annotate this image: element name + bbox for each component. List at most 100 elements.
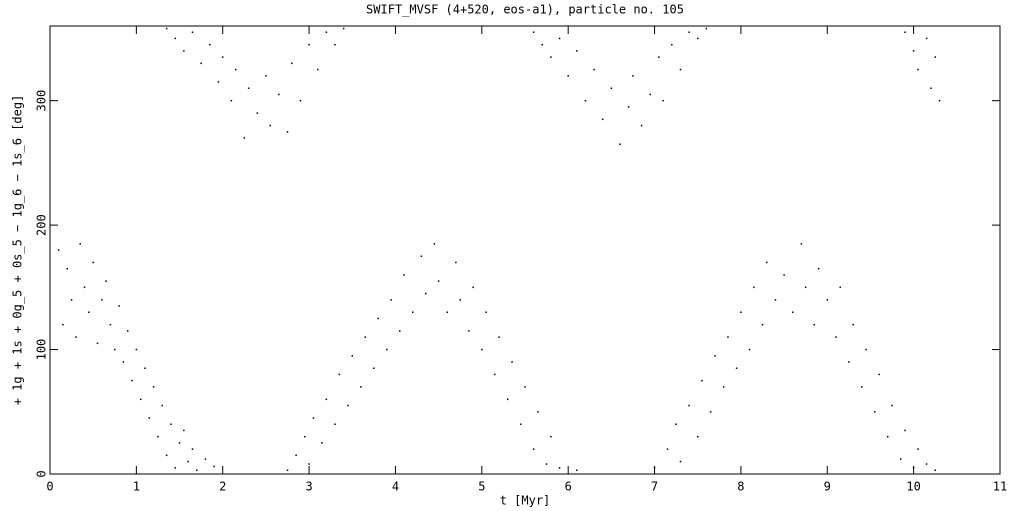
point <box>83 286 86 289</box>
x-tick-label: 5 <box>478 480 485 494</box>
point <box>576 469 578 472</box>
x-tick-label: 10 <box>906 480 920 494</box>
point <box>727 336 729 338</box>
point <box>519 423 522 425</box>
point <box>558 467 561 469</box>
point <box>183 429 185 432</box>
point <box>839 286 841 289</box>
point <box>753 286 755 289</box>
point <box>191 448 194 450</box>
point <box>740 311 742 313</box>
point <box>925 37 928 40</box>
point <box>640 124 643 127</box>
point <box>131 379 133 382</box>
x-tick-label: 3 <box>305 480 312 494</box>
point <box>364 336 366 338</box>
point <box>852 323 854 326</box>
point <box>265 75 267 77</box>
point <box>671 43 673 46</box>
point <box>191 31 194 33</box>
point <box>126 330 129 332</box>
point <box>209 43 211 46</box>
point <box>722 386 725 388</box>
point <box>511 361 513 363</box>
point <box>243 137 246 139</box>
point <box>524 386 526 388</box>
point <box>347 404 349 407</box>
point <box>334 423 336 425</box>
point <box>632 75 634 77</box>
point <box>360 386 362 388</box>
point <box>390 299 392 301</box>
point <box>88 311 90 313</box>
point <box>696 37 699 40</box>
x-tick-label: 7 <box>651 480 658 494</box>
x-axis-label: t [Myr] <box>500 494 551 508</box>
chart-title: SWIFT_MVSF (4+520, eos-a1), particle no.… <box>366 3 684 17</box>
point <box>861 386 863 388</box>
point <box>316 68 319 71</box>
point <box>403 274 405 276</box>
point <box>934 56 936 58</box>
point <box>485 311 487 313</box>
point <box>286 131 289 133</box>
point <box>325 398 328 401</box>
x-tick-label: 0 <box>46 480 53 494</box>
point <box>886 435 889 438</box>
point <box>912 50 915 52</box>
point <box>567 75 569 77</box>
point <box>437 280 440 282</box>
point <box>299 99 302 102</box>
point <box>934 469 936 472</box>
point <box>800 243 803 245</box>
point <box>114 348 116 351</box>
point <box>386 348 388 351</box>
point <box>904 31 906 33</box>
point <box>304 435 306 438</box>
point <box>161 404 164 407</box>
point <box>187 460 189 463</box>
point <box>545 463 548 465</box>
point <box>70 299 73 301</box>
point <box>472 286 474 289</box>
point <box>761 323 764 326</box>
point <box>96 342 99 345</box>
point <box>938 99 941 102</box>
point <box>653 467 656 469</box>
point <box>610 87 613 89</box>
point <box>342 27 345 30</box>
point <box>532 31 535 33</box>
point <box>66 267 69 270</box>
point <box>135 348 138 351</box>
point <box>550 56 552 58</box>
point <box>481 348 483 351</box>
point <box>420 255 423 257</box>
point <box>550 435 552 438</box>
point <box>79 243 81 245</box>
point <box>576 50 578 52</box>
point <box>878 373 880 376</box>
point <box>109 323 112 326</box>
point <box>424 292 427 295</box>
point <box>178 442 181 444</box>
point <box>75 336 77 338</box>
point <box>593 68 595 71</box>
point <box>930 87 932 89</box>
point <box>62 323 64 326</box>
point <box>165 454 168 457</box>
point <box>312 417 315 419</box>
point <box>468 330 470 332</box>
point <box>321 442 323 444</box>
point <box>286 469 289 472</box>
point <box>662 99 664 102</box>
point <box>105 280 107 282</box>
point <box>446 311 449 313</box>
x-tick-label: 4 <box>392 480 399 494</box>
point <box>817 267 820 270</box>
point <box>204 458 207 460</box>
point <box>334 43 336 46</box>
point <box>373 367 375 369</box>
x-tick-label: 6 <box>565 480 572 494</box>
point <box>170 423 172 425</box>
